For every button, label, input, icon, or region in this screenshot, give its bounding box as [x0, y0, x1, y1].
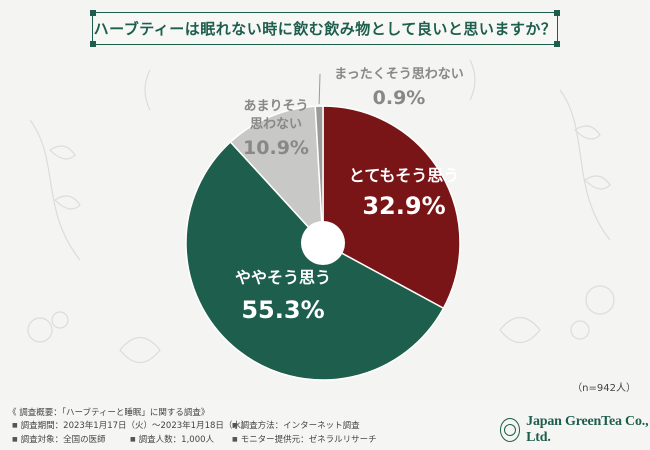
- slice-label: とてもそう思う: [349, 166, 459, 185]
- survey-period: 調査期間：2023年1月17日（火）～2023年1月18日（水）: [12, 419, 250, 431]
- title-corner-ornament: [90, 10, 96, 16]
- donut-hole: [301, 221, 345, 265]
- title-corner-ornament: [90, 41, 96, 47]
- survey-count: 調査人数：1,000人: [130, 433, 214, 445]
- survey-method: 調査方法：インターネット調査: [232, 419, 360, 431]
- survey-summary-header: 《 調査概要：「ハーブティーと睡眠」に関する調査》: [8, 408, 210, 418]
- slice-value-label: 10.9%: [243, 137, 309, 159]
- monitor-provider: モニター提供元：ゼネラルリサーチ: [232, 433, 377, 445]
- slice-label: 思わない: [250, 117, 302, 132]
- slice-label: まったくそう思わない: [334, 67, 463, 82]
- company-logo: Japan GreenTea Co., Ltd.: [500, 414, 650, 446]
- slice-leader-line: [318, 73, 321, 105]
- pie-slice: [314, 105, 324, 244]
- chart-title-box: ハーブティーは眠れない時に飲む飲み物として良いと思いますか？: [90, 10, 560, 47]
- pie-slice: [322, 105, 461, 310]
- chart-title: ハーブティーは眠れない時に飲む飲み物として良いと思いますか？: [93, 20, 557, 38]
- title-corner-ornament: [554, 10, 560, 16]
- company-emblem-icon: [500, 418, 521, 442]
- slice-value-label: 55.3%: [241, 296, 324, 324]
- slice-label: ややそう思う: [235, 268, 331, 287]
- survey-target: 調査対象：全国の医師: [12, 433, 106, 445]
- survey-footer: 《 調査概要：「ハーブティーと睡眠」に関する調査》 調査期間：2023年1月17…: [0, 400, 650, 450]
- slice-value-label: 0.9%: [373, 87, 426, 109]
- company-name: Japan GreenTea Co., Ltd.: [526, 414, 649, 445]
- slice-value-label: 32.9%: [362, 192, 445, 220]
- pie-slice: [229, 105, 324, 246]
- slice-label: あまりそう: [243, 99, 308, 114]
- title-corner-ornament: [554, 41, 560, 47]
- sample-size-note: （n=942人）: [572, 383, 636, 394]
